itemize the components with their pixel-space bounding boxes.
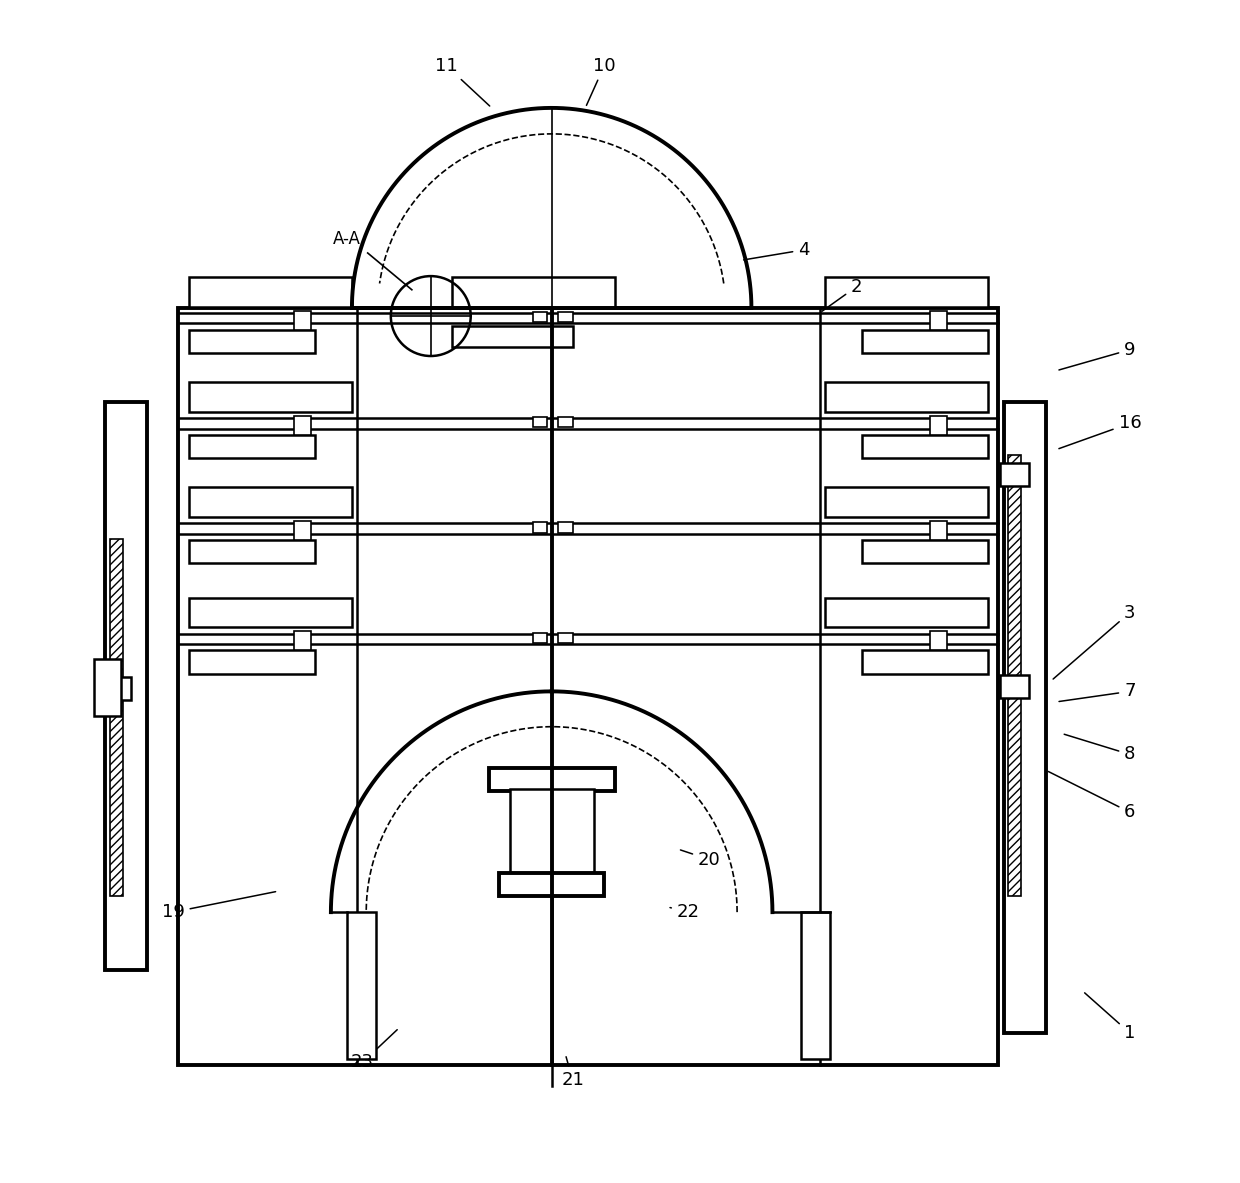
Bar	[188, 539, 315, 563]
Bar	[1003, 402, 1045, 1033]
Bar	[188, 651, 315, 673]
Bar	[294, 311, 311, 330]
Bar	[188, 277, 352, 306]
Text: 3: 3	[1053, 603, 1136, 679]
Bar	[825, 277, 988, 306]
Bar	[188, 382, 352, 412]
Text: 8: 8	[1064, 735, 1136, 763]
Bar	[451, 277, 615, 306]
Bar	[347, 912, 376, 1059]
Bar	[500, 873, 604, 896]
Text: 2: 2	[822, 278, 862, 311]
Bar	[825, 382, 988, 412]
Text: 6: 6	[1048, 771, 1136, 821]
Text: 11: 11	[435, 57, 490, 106]
Bar	[102, 677, 131, 700]
Bar	[489, 768, 615, 790]
Text: 23: 23	[351, 1029, 397, 1072]
Bar	[558, 522, 573, 532]
Bar	[999, 674, 1029, 698]
Bar	[188, 435, 315, 458]
Bar	[999, 464, 1029, 486]
Bar	[188, 597, 352, 627]
Bar	[188, 330, 315, 353]
Bar	[105, 402, 146, 970]
Bar	[94, 659, 120, 717]
Bar	[294, 521, 311, 539]
Text: 9: 9	[1059, 341, 1136, 370]
Text: 22: 22	[670, 903, 699, 922]
Text: 19: 19	[161, 892, 275, 922]
Bar	[533, 312, 548, 323]
Bar	[294, 416, 311, 435]
Text: 10: 10	[587, 57, 615, 105]
Bar	[930, 521, 947, 539]
Bar	[110, 539, 123, 897]
Bar	[930, 416, 947, 435]
Bar	[801, 912, 831, 1059]
Text: A-A: A-A	[332, 230, 361, 247]
Bar	[825, 487, 988, 517]
Bar	[533, 522, 548, 532]
Text: 20: 20	[681, 849, 720, 868]
Bar	[294, 632, 311, 651]
Bar	[533, 633, 548, 644]
Text: 21: 21	[562, 1056, 584, 1090]
Bar	[825, 597, 988, 627]
Text: 4: 4	[744, 241, 810, 260]
Bar	[862, 435, 988, 458]
Text: 16: 16	[1059, 414, 1141, 448]
Bar	[451, 325, 573, 347]
Bar	[533, 416, 548, 427]
Bar	[930, 632, 947, 651]
Bar	[1008, 454, 1021, 897]
Bar	[188, 487, 352, 517]
Bar	[862, 330, 988, 353]
Text: 7: 7	[1059, 683, 1136, 702]
Bar	[510, 789, 594, 874]
Bar	[862, 539, 988, 563]
Bar	[558, 416, 573, 427]
Bar	[179, 308, 998, 1065]
Bar	[930, 311, 947, 330]
Bar	[862, 651, 988, 673]
Bar	[558, 312, 573, 323]
Text: 1: 1	[1085, 993, 1136, 1042]
Bar	[558, 633, 573, 644]
